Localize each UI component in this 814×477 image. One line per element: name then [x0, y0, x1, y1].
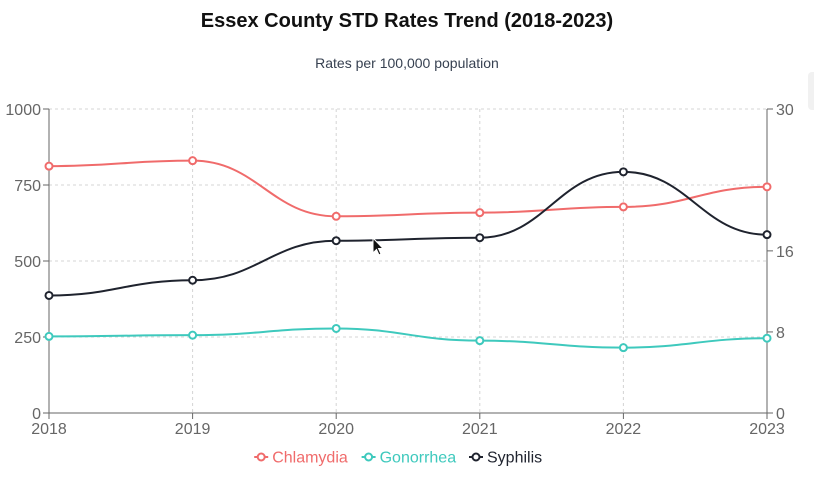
mouse-cursor-icon — [372, 236, 385, 256]
series-line-chlamydia — [48, 159, 768, 218]
legend-item-chlamydia[interactable]: Chlamydia — [254, 450, 348, 467]
data-point-gonorrhea[interactable] — [762, 333, 772, 343]
y-right-tick-label: 16 — [776, 244, 794, 261]
grid — [48, 108, 768, 414]
y-left-tick-label: 250 — [14, 330, 41, 347]
series-line-syphilis — [48, 170, 768, 297]
x-tick-label: 2023 — [749, 421, 785, 438]
data-point-syphilis[interactable] — [475, 233, 485, 243]
y-right-tick-label: 0 — [776, 406, 785, 423]
data-point-gonorrhea[interactable] — [475, 336, 485, 346]
x-tick-label: 2018 — [31, 421, 67, 438]
data-point-syphilis[interactable] — [188, 275, 198, 285]
chart-title: Essex County STD Rates Trend (2018-2023) — [200, 10, 614, 32]
legend-label: Chlamydia — [272, 450, 348, 467]
data-point-gonorrhea[interactable] — [618, 343, 628, 353]
data-point-gonorrhea[interactable] — [331, 323, 341, 333]
series-group — [44, 156, 772, 353]
y-right-tick-label: 8 — [776, 325, 785, 342]
data-point-chlamydia[interactable] — [331, 211, 341, 221]
series-line-gonorrhea — [48, 327, 768, 349]
data-point-chlamydia[interactable] — [762, 182, 772, 192]
x-tick-label: 2019 — [175, 421, 211, 438]
data-point-syphilis[interactable] — [618, 167, 628, 177]
y-left-tick-label: 1000 — [5, 102, 41, 119]
data-point-chlamydia[interactable] — [618, 202, 628, 212]
legend-item-gonorrhea[interactable]: Gonorrhea — [361, 450, 457, 467]
chart-subtitle: Rates per 100,000 population — [315, 55, 499, 71]
x-tick-label: 2020 — [318, 421, 354, 438]
legend-label: Gonorrhea — [380, 450, 457, 467]
legend-label: Syphilis — [487, 450, 542, 467]
data-point-syphilis[interactable] — [331, 236, 341, 246]
legend-marker-icon — [471, 452, 481, 462]
data-point-chlamydia[interactable] — [188, 156, 198, 166]
y-left-tick-label: 500 — [14, 254, 41, 271]
data-point-syphilis[interactable] — [762, 230, 772, 240]
x-tick-label: 2021 — [462, 421, 498, 438]
legend: Chlamydia Gonorrhea Syphilis — [254, 450, 542, 467]
data-point-syphilis[interactable] — [44, 290, 54, 300]
x-tick-label: 2022 — [606, 421, 642, 438]
scroll-edge-handle — [808, 72, 814, 110]
legend-item-syphilis[interactable]: Syphilis — [469, 450, 542, 467]
y-right-tick-label: 30 — [776, 102, 794, 119]
y-left-tick-label: 750 — [14, 178, 41, 195]
data-point-gonorrhea[interactable] — [188, 330, 198, 340]
legend-marker-icon — [364, 452, 374, 462]
legend-marker-icon — [256, 452, 266, 462]
data-point-gonorrhea[interactable] — [44, 331, 54, 341]
data-point-chlamydia[interactable] — [475, 208, 485, 218]
y-left-tick-label: 0 — [32, 406, 41, 423]
axes: 0 250 500 750 1000 0 8 16 30 2018 2019 2020 2021 2022… — [5, 102, 793, 438]
data-point-chlamydia[interactable] — [44, 161, 54, 171]
